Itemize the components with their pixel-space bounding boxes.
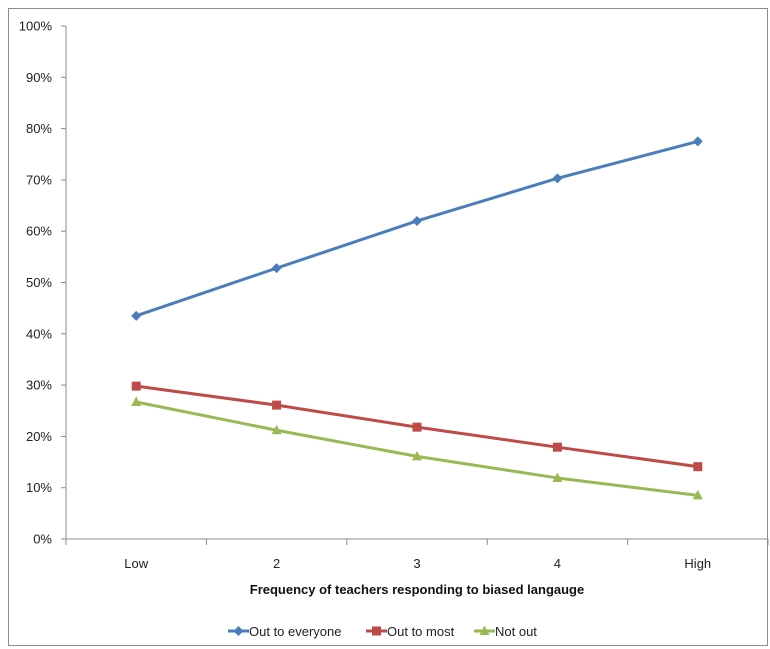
y-tick-label: 60% [26, 224, 52, 239]
y-tick-label: 90% [26, 70, 52, 85]
legend-label: Not out [495, 624, 537, 639]
data-point [271, 263, 282, 274]
series-out-to-everyone [131, 136, 703, 321]
series-line [135, 139, 699, 318]
legend-label: Out to most [387, 624, 455, 639]
legend-swatch-marker [372, 626, 381, 636]
legend-label: Out to everyone [249, 624, 342, 639]
legend-item: Out to most [366, 624, 455, 639]
x-axis-title: Frequency of teachers responding to bias… [250, 582, 584, 597]
y-tick-label: 20% [26, 429, 52, 444]
y-tick-label: 30% [26, 378, 52, 393]
data-point [131, 396, 142, 407]
data-point [272, 400, 282, 410]
data-point [693, 462, 703, 472]
y-tick-label: 50% [26, 275, 52, 290]
series-line [135, 400, 698, 497]
series-lines [131, 136, 703, 500]
legend-item: Not out [474, 624, 537, 639]
y-tick-label: 0% [33, 532, 52, 547]
legend: Out to everyone Out to most Not out [228, 624, 537, 639]
data-point [271, 424, 282, 435]
legend-swatch-marker [479, 625, 490, 635]
y-tick-label: 80% [26, 121, 52, 136]
x-tick-label: 3 [413, 556, 420, 571]
data-point [692, 489, 703, 500]
axes [61, 25, 769, 545]
x-tick-labels: Low 2 3 4 High [124, 556, 711, 571]
data-point [131, 310, 142, 321]
data-point [412, 450, 422, 461]
data-point [552, 442, 562, 452]
x-tick-label: Low [124, 556, 148, 571]
x-tick-label: 2 [273, 556, 280, 571]
y-tick-label: 100% [19, 19, 53, 34]
data-point [692, 136, 703, 147]
series-not-out [131, 396, 703, 500]
x-tick-label: 4 [554, 556, 561, 571]
data-point [552, 173, 563, 184]
y-tick-label: 40% [26, 326, 52, 341]
y-tick-label: 70% [26, 172, 52, 187]
data-point [552, 472, 563, 482]
chart-frame [8, 8, 768, 646]
data-point [412, 422, 422, 432]
y-tick-label: 10% [26, 480, 52, 495]
y-tick-labels: 0% 10% 20% 30% 40% 50% 60% 70% 80% 90% 100% [19, 19, 53, 547]
legend-swatch-marker [233, 626, 244, 636]
legend-item: Out to everyone [228, 624, 342, 639]
series-out-to-most [131, 381, 703, 472]
x-tick-label: High [684, 556, 711, 571]
data-point [131, 381, 141, 391]
data-point [412, 215, 422, 226]
